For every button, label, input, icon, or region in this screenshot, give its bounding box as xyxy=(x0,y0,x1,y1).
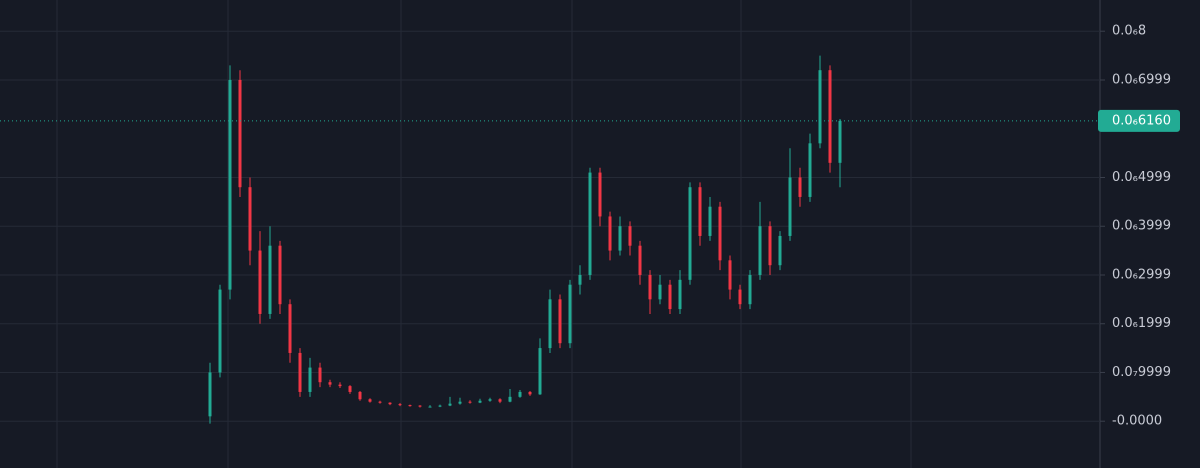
candle-body xyxy=(238,79,242,188)
candle-body xyxy=(278,245,282,305)
candle-body xyxy=(258,250,262,314)
candle-body xyxy=(718,206,722,261)
candle-body xyxy=(468,401,472,403)
candle-body xyxy=(288,304,292,353)
y-tick-label: 0.0₆8 xyxy=(1112,24,1146,39)
candle-body xyxy=(838,120,842,163)
candle-body xyxy=(478,400,482,403)
y-tick-label: -0.0000 xyxy=(1112,414,1162,429)
candle-body xyxy=(558,299,562,344)
y-tick-label: 0.0₆4999 xyxy=(1112,170,1171,185)
candle-body xyxy=(658,284,662,300)
y-tick-label: 0.0₆2999 xyxy=(1112,267,1171,282)
candle-body xyxy=(318,367,322,383)
y-tick-label: 0.0₆1999 xyxy=(1112,316,1171,331)
candle-body xyxy=(738,289,742,305)
candle-body xyxy=(488,399,492,401)
y-tick-label: 0.0₇9999 xyxy=(1112,365,1171,380)
candle-body xyxy=(808,143,812,197)
candle-body xyxy=(818,70,822,144)
candle-body xyxy=(758,226,762,275)
candle-body xyxy=(378,401,382,403)
candle-body xyxy=(618,226,622,251)
candle-body xyxy=(518,391,522,397)
candle-body xyxy=(308,367,312,392)
candle-body xyxy=(628,226,632,246)
candle-body xyxy=(398,404,402,406)
candle-body xyxy=(638,245,642,275)
candle-body xyxy=(298,352,302,392)
candle-body xyxy=(508,396,512,402)
candle-body xyxy=(328,382,332,385)
candle-body xyxy=(708,206,712,236)
candle-body xyxy=(598,172,602,217)
y-tick-label: 0.0₆6999 xyxy=(1112,72,1171,87)
candle-body xyxy=(578,274,582,285)
candle-body xyxy=(648,274,652,300)
candle-body xyxy=(268,245,272,314)
candle-body xyxy=(358,391,362,400)
candle-body xyxy=(608,216,612,251)
candle-body xyxy=(218,289,222,373)
candle-body xyxy=(538,348,542,395)
candle-body xyxy=(568,284,572,344)
candle-body xyxy=(498,399,502,402)
candle-body xyxy=(448,403,452,406)
candle-body xyxy=(528,391,532,395)
candle-body xyxy=(408,405,412,407)
candle-body xyxy=(368,399,372,402)
last-price-label: 0.0₆6160 xyxy=(1112,113,1171,128)
candle-body xyxy=(698,187,702,236)
candle-body xyxy=(748,274,752,305)
last-price-tag xyxy=(1098,109,1180,132)
candle-body xyxy=(588,172,592,275)
candle-body xyxy=(248,187,252,251)
candle-body xyxy=(428,406,432,408)
candle-body xyxy=(668,284,672,310)
candle-body xyxy=(828,70,832,163)
vertical-grid xyxy=(56,0,912,468)
candle-body xyxy=(798,177,802,197)
candle-body xyxy=(348,386,352,392)
candle-body xyxy=(338,384,342,387)
candle-body xyxy=(388,402,392,405)
candle-body xyxy=(208,372,212,417)
candle-body xyxy=(548,299,552,349)
candle-body xyxy=(418,405,422,407)
candle-body xyxy=(678,279,682,310)
candle-body xyxy=(728,260,732,290)
candle-body xyxy=(228,79,232,290)
candle-body xyxy=(778,235,782,266)
candle-body xyxy=(768,226,772,266)
candle-body xyxy=(458,401,462,404)
candle-body xyxy=(438,405,442,407)
candle-body xyxy=(688,187,692,280)
y-tick-label: 0.0₆3999 xyxy=(1112,219,1171,234)
candle-body xyxy=(788,177,792,236)
